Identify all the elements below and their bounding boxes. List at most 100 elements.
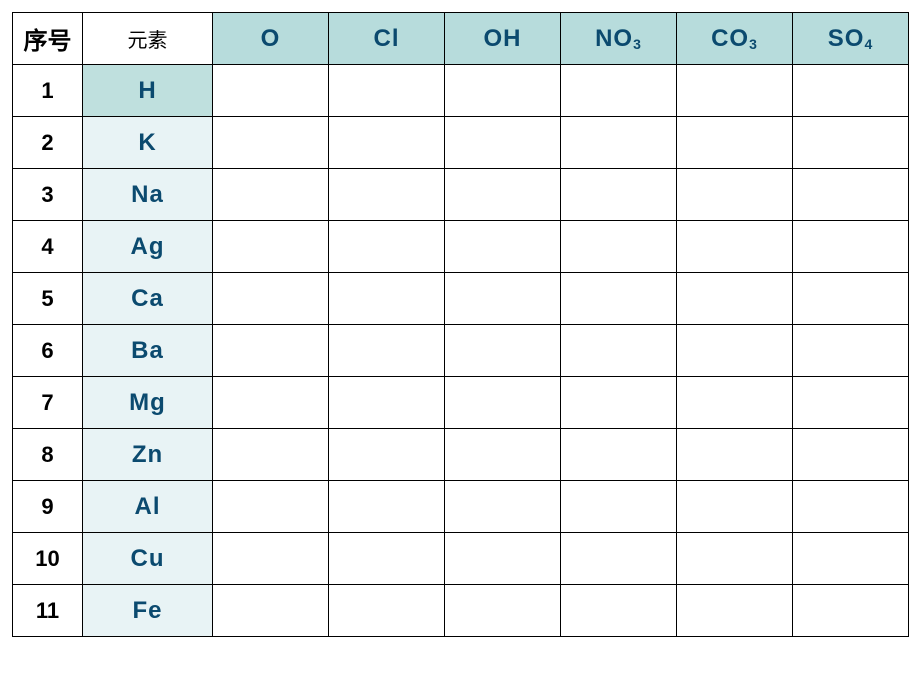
- seq-cell: 2: [13, 117, 83, 169]
- data-cell: [329, 377, 445, 429]
- data-cell: [793, 65, 909, 117]
- data-cell: [677, 117, 793, 169]
- seq-cell: 11: [13, 585, 83, 637]
- data-cell: [677, 533, 793, 585]
- data-cell: [677, 585, 793, 637]
- data-cell: [677, 65, 793, 117]
- data-cell: [561, 481, 677, 533]
- element-cell: Na: [83, 169, 213, 221]
- data-cell: [445, 585, 561, 637]
- element-cell: Ag: [83, 221, 213, 273]
- data-cell: [561, 221, 677, 273]
- data-cell: [445, 377, 561, 429]
- table-row: 9Al: [13, 481, 909, 533]
- data-cell: [793, 325, 909, 377]
- data-cell: [445, 273, 561, 325]
- header-anion-1: Cl: [329, 13, 445, 65]
- header-anion-subscript: 4: [864, 36, 873, 52]
- data-cell: [329, 429, 445, 481]
- data-cell: [561, 169, 677, 221]
- data-cell: [445, 117, 561, 169]
- data-cell: [445, 221, 561, 273]
- data-cell: [793, 585, 909, 637]
- data-cell: [677, 377, 793, 429]
- seq-cell: 7: [13, 377, 83, 429]
- data-cell: [329, 533, 445, 585]
- data-cell: [213, 533, 329, 585]
- data-cell: [213, 169, 329, 221]
- table-row: 3Na: [13, 169, 909, 221]
- seq-cell: 5: [13, 273, 83, 325]
- data-cell: [213, 65, 329, 117]
- data-cell: [445, 533, 561, 585]
- header-anion-text: NO: [595, 25, 633, 52]
- data-cell: [793, 169, 909, 221]
- data-cell: [561, 585, 677, 637]
- header-anion-4: CO3: [677, 13, 793, 65]
- data-cell: [213, 273, 329, 325]
- data-cell: [793, 377, 909, 429]
- seq-cell: 6: [13, 325, 83, 377]
- data-cell: [793, 429, 909, 481]
- table-row: 5Ca: [13, 273, 909, 325]
- data-cell: [329, 221, 445, 273]
- table-body: 1H2K3Na4Ag5Ca6Ba7Mg8Zn9Al10Cu11Fe: [13, 65, 909, 637]
- data-cell: [677, 481, 793, 533]
- data-cell: [329, 273, 445, 325]
- data-cell: [213, 429, 329, 481]
- element-cell: K: [83, 117, 213, 169]
- element-cell: Ca: [83, 273, 213, 325]
- seq-cell: 9: [13, 481, 83, 533]
- data-cell: [329, 117, 445, 169]
- header-anion-5: SO4: [793, 13, 909, 65]
- chemistry-table: 序号 元素 OClOHNO3CO3SO4 1H2K3Na4Ag5Ca6Ba7Mg…: [12, 12, 909, 637]
- header-anion-2: OH: [445, 13, 561, 65]
- table-header-row: 序号 元素 OClOHNO3CO3SO4: [13, 13, 909, 65]
- data-cell: [445, 65, 561, 117]
- seq-cell: 10: [13, 533, 83, 585]
- header-anion-0: O: [213, 13, 329, 65]
- data-cell: [213, 585, 329, 637]
- seq-cell: 4: [13, 221, 83, 273]
- seq-cell: 8: [13, 429, 83, 481]
- data-cell: [213, 325, 329, 377]
- data-cell: [677, 325, 793, 377]
- data-cell: [329, 481, 445, 533]
- data-cell: [561, 117, 677, 169]
- element-cell: Fe: [83, 585, 213, 637]
- header-anion-text: CO: [711, 25, 749, 52]
- element-cell: Ba: [83, 325, 213, 377]
- data-cell: [793, 481, 909, 533]
- header-anion-text: Cl: [374, 25, 400, 52]
- header-anion-text: O: [261, 25, 281, 52]
- table-row: 11Fe: [13, 585, 909, 637]
- data-cell: [329, 169, 445, 221]
- data-cell: [213, 117, 329, 169]
- data-cell: [213, 221, 329, 273]
- table-row: 8Zn: [13, 429, 909, 481]
- data-cell: [793, 273, 909, 325]
- data-cell: [445, 169, 561, 221]
- element-cell: Cu: [83, 533, 213, 585]
- table-row: 2K: [13, 117, 909, 169]
- element-cell: H: [83, 65, 213, 117]
- data-cell: [213, 377, 329, 429]
- table-row: 4Ag: [13, 221, 909, 273]
- data-cell: [561, 273, 677, 325]
- table-row: 7Mg: [13, 377, 909, 429]
- header-elem: 元素: [83, 13, 213, 65]
- data-cell: [793, 117, 909, 169]
- data-cell: [677, 429, 793, 481]
- element-cell: Mg: [83, 377, 213, 429]
- seq-cell: 1: [13, 65, 83, 117]
- data-cell: [677, 169, 793, 221]
- table-row: 1H: [13, 65, 909, 117]
- header-anion-text: SO: [828, 25, 865, 52]
- header-anion-subscript: 3: [749, 36, 758, 52]
- table-row: 6Ba: [13, 325, 909, 377]
- data-cell: [329, 65, 445, 117]
- element-cell: Zn: [83, 429, 213, 481]
- data-cell: [329, 585, 445, 637]
- header-anion-subscript: 3: [633, 36, 642, 52]
- data-cell: [213, 481, 329, 533]
